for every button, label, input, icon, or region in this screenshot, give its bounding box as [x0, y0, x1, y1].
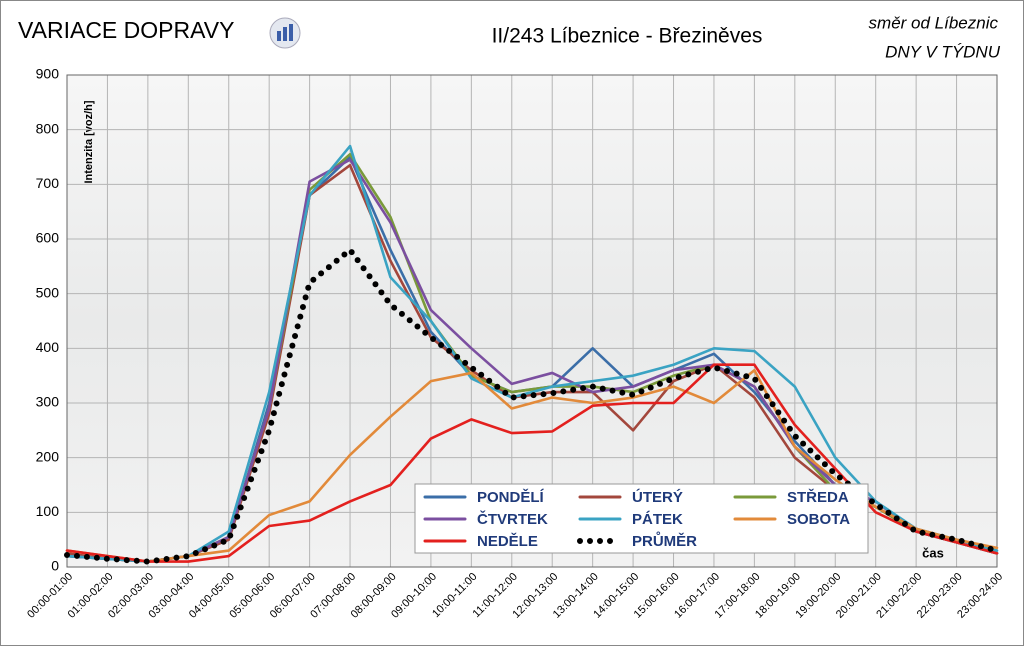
y-tick-label: 300	[36, 394, 60, 410]
plot-border	[66, 74, 998, 568]
legend-label: SOBOTA	[787, 511, 850, 528]
y-tick-label: 600	[36, 230, 60, 246]
legend-label: ČTVRTEK	[477, 510, 548, 528]
y-tick-label: 100	[36, 503, 60, 519]
chart-title: VARIACE DOPRAVY	[18, 17, 234, 43]
y-tick-label: 500	[36, 284, 60, 300]
legend-label: ÚTERÝ	[632, 488, 683, 506]
legend-label: PÁTEK	[632, 511, 683, 528]
y-tick-label: 800	[36, 120, 60, 136]
y-tick-label: 900	[36, 66, 60, 82]
series-line	[65, 144, 999, 563]
legend-label: PONDĚLÍ	[477, 488, 545, 506]
x-axis-label: čas	[922, 545, 944, 560]
legend-label: NEDĚLE	[477, 532, 538, 550]
y-tick-label: 0	[51, 558, 59, 574]
icon	[269, 17, 301, 49]
y-tick-label: 400	[36, 339, 60, 355]
legend	[414, 483, 869, 554]
y-tick-label: 700	[36, 175, 60, 191]
legend-label: PRŮMĚR	[632, 531, 697, 550]
legend-label: STŘEDA	[787, 488, 849, 506]
chart-subtitle: II/243 Líbeznice - Březiněves	[492, 25, 763, 48]
y-axis-label: Intenzita [voz/h]	[83, 100, 95, 183]
y-tick-label: 200	[36, 448, 60, 464]
period: DNY V TÝDNU	[885, 42, 1001, 61]
series-line	[64, 246, 1000, 565]
direction: směr od Líbeznic	[869, 13, 999, 32]
